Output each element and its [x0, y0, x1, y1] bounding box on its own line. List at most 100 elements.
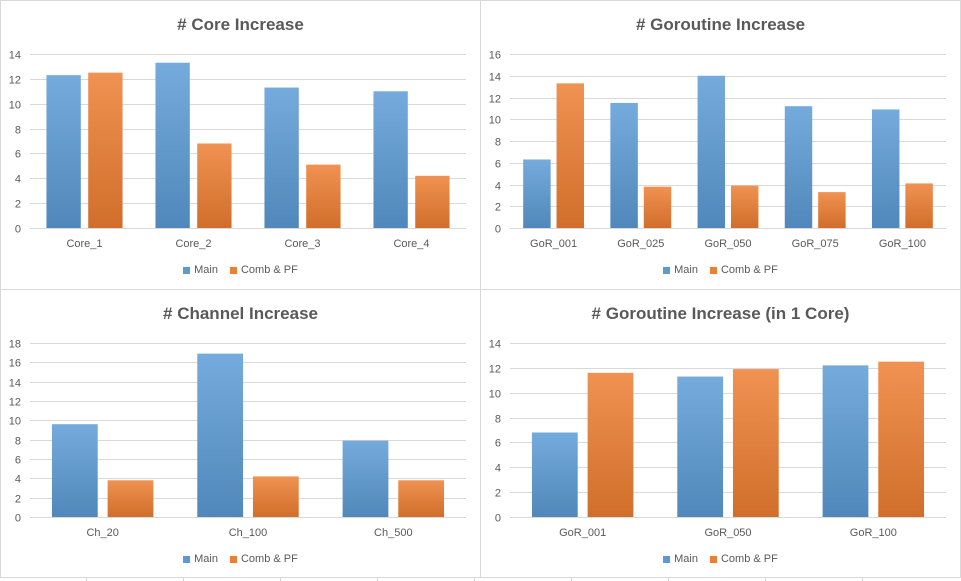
x-category-label: GoR_001: [530, 238, 577, 250]
bar-main-gor-050: [697, 75, 726, 228]
y-tick-label: 4: [495, 181, 501, 193]
x-category-label: Core_3: [284, 238, 320, 250]
legend-swatch-comb-pf: [709, 266, 717, 274]
bar-comb-pf-core-1: [88, 72, 123, 228]
chart-channel-increase[interactable]: 0 2 4 6 8 10 12 14 16 18 Ch_20 Ch_100 Ch_500 # Chann…: [0, 289, 481, 578]
x-category-label: GoR_075: [792, 238, 839, 250]
legend-swatch-comb-pf: [229, 266, 237, 274]
y-tick-label: 2: [15, 494, 21, 506]
bar-main-ch-500: [342, 440, 389, 517]
legend-label-comb-pf: Comb & PF: [720, 264, 778, 276]
y-tick-label: 2: [495, 488, 501, 500]
y-tick-label: 16: [489, 50, 501, 62]
y-tick-label: 10: [9, 416, 21, 428]
legend-swatch-main: [663, 266, 671, 274]
bar-main-gor-075: [784, 106, 813, 228]
y-tick-label: 10: [489, 115, 501, 127]
x-category-label: GoR_025: [617, 238, 664, 250]
legend-swatch-comb-pf: [709, 555, 717, 563]
chart-title: # Channel Increase: [163, 304, 318, 323]
bar-comb-pf-gor-050: [732, 369, 779, 517]
x-category-label: Ch_500: [374, 527, 413, 539]
bar-main-gor-100: [822, 365, 869, 517]
bar-main-ch-20: [51, 424, 98, 517]
y-tick-label: 12: [489, 364, 501, 376]
x-category-label: Core_2: [175, 238, 211, 250]
bar-comb-pf-ch-20: [107, 480, 154, 517]
bar-comb-pf-gor-100: [878, 361, 925, 517]
bar-main-core-3: [264, 87, 299, 228]
legend-swatch-main: [183, 555, 191, 563]
bar-comb-pf-gor-001: [587, 372, 634, 517]
x-category-label: Ch_100: [229, 527, 268, 539]
y-tick-label: 0: [495, 224, 501, 236]
x-category-label: GoR_050: [704, 527, 751, 539]
y-tick-label: 2: [15, 199, 21, 211]
legend-label-comb-pf: Comb & PF: [240, 264, 298, 276]
bar-main-gor-100: [871, 109, 900, 228]
legend-swatch-main: [663, 555, 671, 563]
y-tick-label: 16: [9, 358, 21, 370]
bar-comb-pf-ch-100: [252, 476, 299, 517]
bar-comb-pf-gor-075: [818, 192, 846, 228]
y-tick-label: 10: [489, 389, 501, 401]
legend-swatch-main: [183, 266, 191, 274]
x-category-label: Core_1: [66, 238, 102, 250]
chart-legend: Main Comb & PF: [1, 263, 480, 277]
legend-label-main: Main: [674, 553, 698, 565]
bar-comb-pf-gor-025: [643, 186, 672, 228]
y-tick-label: 6: [15, 149, 21, 161]
y-tick-label: 0: [495, 513, 501, 525]
y-tick-label: 14: [489, 339, 501, 351]
y-tick-label: 6: [15, 455, 21, 467]
chart-title: # Goroutine Increase: [635, 15, 806, 34]
chart-legend: Main Comb & PF: [1, 552, 480, 566]
bar-chart-goroutine-increase: 0 2 4 6 8 10 12 14 16 GoR_001 GoR_025 GoR_050 GoR_07…: [489, 50, 946, 250]
bar-comb-pf-core-4: [415, 175, 450, 228]
legend-swatch-comb-pf: [229, 555, 237, 563]
legend-label-comb-pf: Comb & PF: [720, 553, 778, 565]
chart-goroutine-increase[interactable]: 0 2 4 6 8 10 12 14 16 GoR_001 GoR_025 GoR_050 GoR_07…: [480, 0, 961, 290]
y-tick-label: 14: [489, 72, 501, 84]
bar-main-core-4: [373, 91, 408, 228]
y-tick-label: 6: [495, 438, 501, 450]
y-tick-label: 10: [9, 100, 21, 112]
y-tick-label: 4: [15, 474, 21, 486]
legend-label-comb-pf: Comb & PF: [240, 553, 298, 565]
y-tick-label: 8: [15, 125, 21, 137]
chart-goroutine-increase-in-1-core[interactable]: 0 2 4 6 8 10 12 14 GoR_001 GoR_050 GoR_100 # Gorou…: [480, 289, 961, 578]
x-category-label: GoR_100: [879, 238, 926, 250]
chart-core-increase[interactable]: 0 2 4 6 8 10 12 14 Core_1 Core_2 Core_3 Core_4 # Co…: [0, 0, 481, 290]
y-tick-label: 8: [15, 436, 21, 448]
y-tick-label: 8: [495, 137, 501, 149]
y-tick-label: 18: [9, 339, 21, 351]
x-category-label: GoR_001: [559, 527, 606, 539]
bar-comb-pf-ch-500: [398, 480, 445, 517]
bar-chart-channel-increase: 0 2 4 6 8 10 12 14 16 18 Ch_20 Ch_100 Ch_500: [9, 339, 466, 539]
x-category-label: GoR_050: [704, 238, 751, 250]
y-tick-label: 0: [15, 513, 21, 525]
bar-main-gor-025: [610, 102, 638, 228]
bar-comb-pf-gor-001: [556, 83, 585, 228]
y-tick-label: 0: [15, 224, 21, 236]
chart-title: # Goroutine Increase (in 1 Core): [591, 304, 850, 323]
bar-comb-pf-gor-100: [905, 183, 933, 228]
x-category-label: GoR_100: [850, 527, 897, 539]
y-tick-label: 2: [495, 202, 501, 214]
bar-main-gor-050: [677, 376, 724, 517]
bar-comb-pf-core-3: [306, 164, 341, 228]
legend-label-main: Main: [194, 553, 218, 565]
x-category-label: Core_4: [393, 238, 429, 250]
legend-label-main: Main: [194, 264, 218, 276]
y-tick-label: 12: [489, 94, 501, 106]
bar-chart-core-increase: 0 2 4 6 8 10 12 14 Core_1 Core_2 Core_3 Core_4: [9, 50, 466, 250]
bar-main-ch-100: [197, 353, 244, 517]
bar-main-core-1: [46, 75, 81, 228]
x-category-label: Ch_20: [86, 527, 118, 539]
bar-main-gor-001: [523, 159, 551, 228]
sheet-gridlines: [0, 578, 961, 581]
bar-comb-pf-core-2: [197, 143, 232, 228]
chart-legend: Main Comb & PF: [481, 263, 960, 277]
y-tick-label: 14: [9, 378, 21, 390]
chart-title: # Core Increase: [177, 15, 304, 34]
